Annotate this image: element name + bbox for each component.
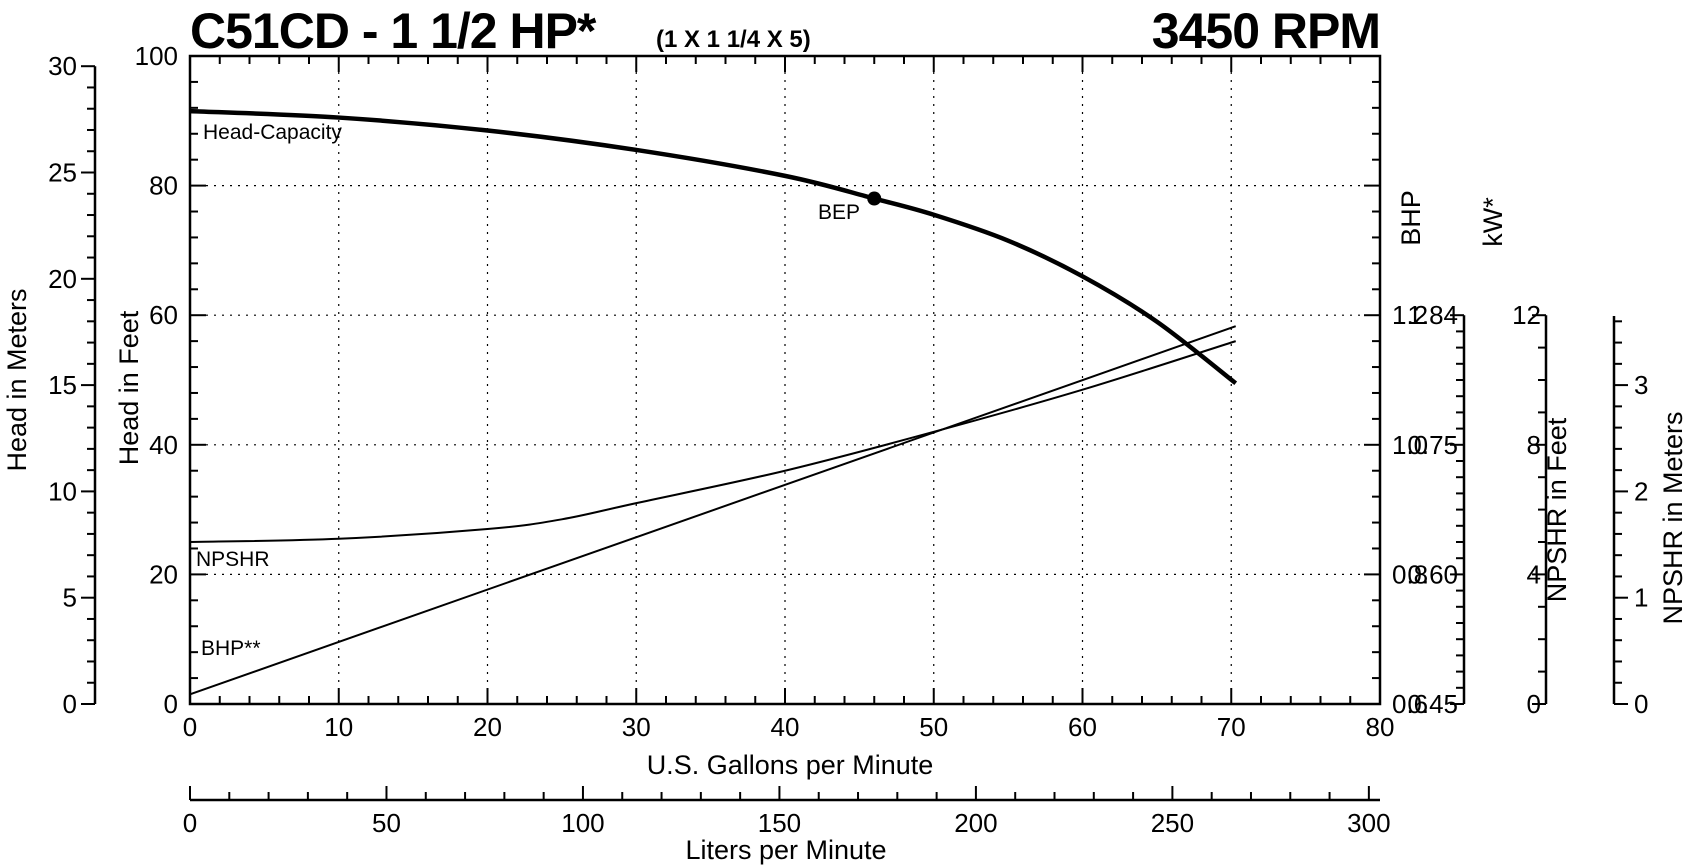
meters-tick-label: 25 [48,158,77,188]
head-capacity-curve [189,108,1238,386]
kw-tick-label: 0.60 [1407,559,1458,589]
npshr-feet-tick-label: 12 [1512,300,1541,330]
feet-tick-label: 60 [149,300,178,330]
npshr-label: NPSHR [196,548,270,571]
meters-tick-label: 10 [48,476,77,506]
x-tick-label: 0 [183,712,197,742]
feet-tick-label: 40 [149,430,178,460]
head-capacity-label: Head-Capacity [203,121,342,144]
kw-tick-label: 0.45 [1407,689,1458,719]
npshr-meters-tick-label: 3 [1634,370,1648,400]
x-tick-label: 30 [622,712,651,742]
npshr-meters-tick-label: 0 [1634,689,1648,719]
chart-title: C51CD - 1 1/2 HP* [190,3,597,59]
x-tick-label: 50 [919,712,948,742]
x-axis-title: U.S. Gallons per Minute [647,750,934,780]
x-tick-label: 60 [1068,712,1097,742]
x2-axis-title: Liters per Minute [685,835,886,865]
grid-lines [190,56,1380,704]
kw-tick-label: 1.84 [1407,300,1458,330]
bhp-label: BHP** [201,637,261,660]
meters-tick-label: 5 [63,583,77,613]
feet-tick-label: 20 [149,559,178,589]
kw-axis-title: kW* [1478,197,1508,247]
axes: 0 10 20 30 40 50 60 70 8002040608010005101520253… [48,41,1648,838]
y-axis-title-feet: Head in Feet [114,310,144,465]
bhp-tick-label: 1.0 [1392,430,1428,460]
x-tick-label: 10 [324,712,353,742]
npshr-feet-tick-label: 4 [1527,559,1541,589]
lpm-tick-label: 0 [183,808,197,838]
lpm-tick-label: 50 [372,808,401,838]
feet-tick-label: 80 [149,171,178,201]
bep-marker [867,191,882,206]
bhp-tick-label: 1.2 [1392,300,1428,330]
bhp-tick-label: 0.8 [1392,559,1428,589]
meters-tick-label: 30 [48,51,77,81]
npshr-meters-tick-label: 2 [1634,476,1648,506]
npshr-feet-tick-label: 8 [1527,430,1541,460]
bhp-line [189,325,1237,696]
lpm-tick-label: 100 [561,808,604,838]
lpm-tick-label: 150 [758,808,801,838]
kw-tick-label: 0.75 [1407,430,1458,460]
meters-tick-label: 20 [48,264,77,294]
x-tick-label: 70 [1217,712,1246,742]
lpm-tick-label: 300 [1347,808,1390,838]
npshr-feet-tick-label: 0 [1527,689,1541,719]
bhp-axis-title: BHP [1396,190,1426,246]
speed-label: 3450 RPM [1152,3,1380,59]
x-tick-label: 80 [1366,712,1395,742]
y-axis-title-meters: Head in Meters [2,288,32,471]
npshr-meters-axis-title: NPSHR in Meters [1658,411,1688,624]
feet-tick-label: 100 [135,41,178,71]
feet-tick-label: 0 [164,689,178,719]
x-tick-label: 20 [473,712,502,742]
x-tick-label: 40 [771,712,800,742]
series-layer [189,108,1238,696]
chart-subtitle: (1 X 1 1/4 X 5) [656,26,811,53]
lpm-tick-label: 250 [1151,808,1194,838]
npshr-feet-axis-title: NPSHR in Feet [1542,417,1572,602]
npshr-meters-tick-label: 1 [1634,583,1648,613]
npshr-curve [189,340,1237,543]
lpm-tick-label: 200 [954,808,997,838]
bhp-tick-label: 0.6 [1392,689,1428,719]
meters-tick-label: 15 [48,370,77,400]
meters-tick-label: 0 [63,689,77,719]
bep-label: BEP [818,201,860,224]
